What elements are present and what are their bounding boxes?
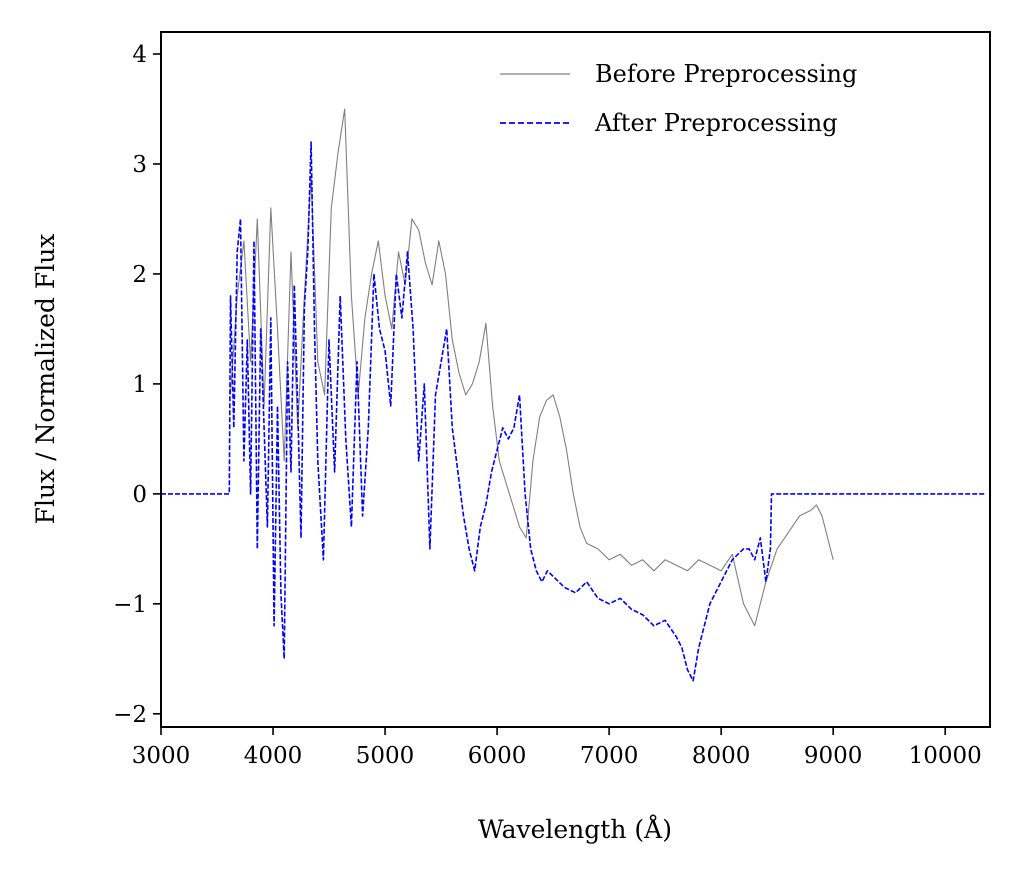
y-axis: −2 −1 0 1 2 3 4 [113,42,161,728]
x-tick-label: 4000 [244,743,303,769]
legend-label-before: Before Preprocessing [595,60,857,88]
x-tick-label: 8000 [692,743,751,769]
y-tick-label: 3 [132,152,147,178]
series-line-after [161,141,985,682]
y-tick-label: −2 [113,702,147,728]
y-tick-label: 4 [132,42,147,68]
series-layer [161,108,985,682]
series-line-before [229,108,834,627]
y-tick-label: 2 [132,262,147,288]
y-tick-label: −1 [113,592,147,618]
x-tick-label: 5000 [356,743,415,769]
y-tick-label: 0 [132,482,147,508]
y-axis-label: Flux / Normalized Flux [31,234,60,525]
legend: Before Preprocessing After Preprocessing [500,60,857,137]
x-tick-label: 6000 [468,743,527,769]
x-tick-label: 9000 [804,743,863,769]
x-axis-label: Wavelength (Å) [478,814,672,844]
legend-label-after: After Preprocessing [594,109,838,137]
x-tick-label: 3000 [132,743,191,769]
x-tick-label: 10000 [909,743,982,769]
x-axis: 3000 4000 5000 6000 7000 8000 9000 10000 [132,727,982,769]
plot-frame [160,31,991,728]
y-tick-label: 1 [132,372,147,398]
x-tick-label: 7000 [580,743,639,769]
